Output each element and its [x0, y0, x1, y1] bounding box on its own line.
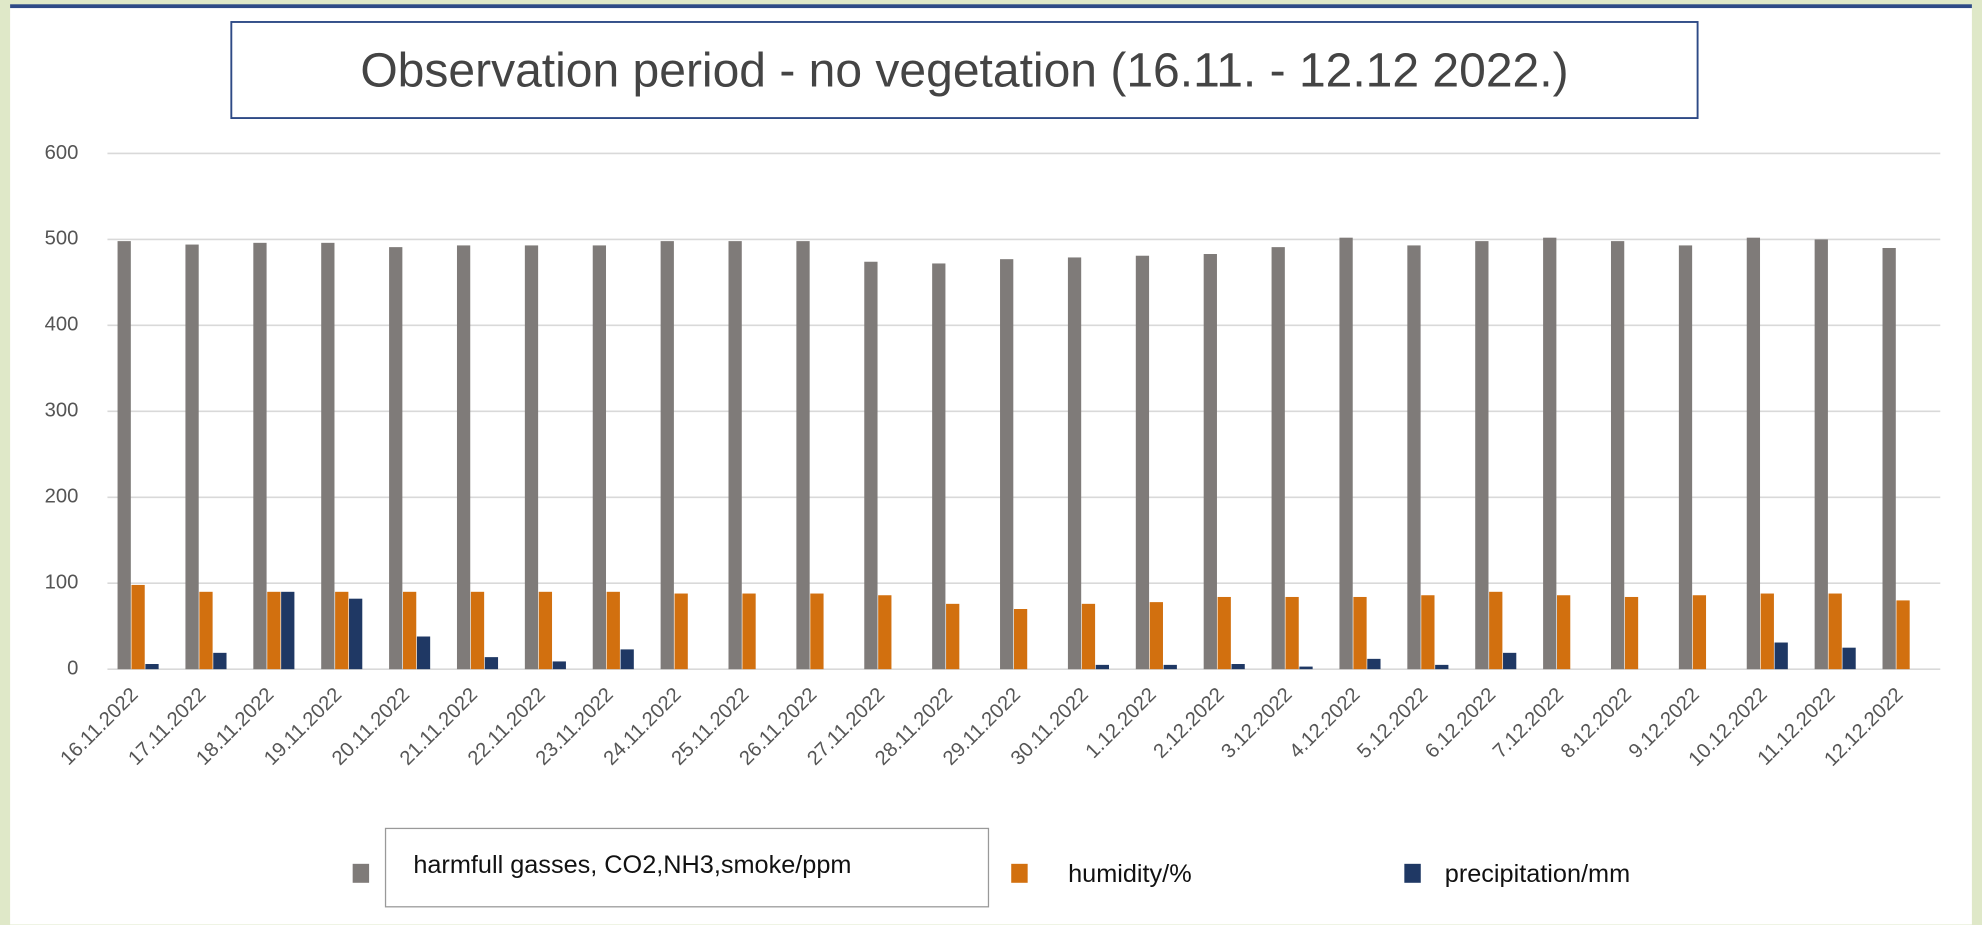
bar [1353, 596, 1367, 670]
bar [810, 593, 824, 670]
y-tick-label: 600 [45, 142, 79, 164]
top-rule [10, 4, 1972, 9]
bar [1435, 664, 1449, 670]
bar [524, 245, 539, 670]
bar [1067, 257, 1082, 670]
bar [402, 591, 417, 670]
bar [1217, 596, 1231, 670]
bar [1489, 591, 1503, 670]
bar [1285, 596, 1299, 670]
bar [1271, 247, 1285, 670]
bar [1624, 596, 1639, 670]
bar [1760, 593, 1774, 670]
bar [117, 241, 131, 670]
chart-title: Observation period - no vegetation (16.1… [360, 44, 1568, 97]
bar [1299, 666, 1313, 670]
bar [335, 591, 349, 670]
bar [1339, 237, 1353, 670]
y-tick-label: 500 [45, 228, 79, 250]
bar [1503, 652, 1517, 670]
y-tick-label: 0 [67, 658, 78, 680]
bar [620, 649, 634, 670]
legend-swatch [1011, 863, 1028, 883]
bar [1407, 245, 1421, 670]
bar [878, 595, 892, 670]
bar [1746, 237, 1761, 670]
bar [742, 593, 756, 670]
bar [1135, 255, 1150, 670]
legend-label: precipitation/mm [1445, 860, 1630, 888]
bar [796, 241, 810, 670]
bar [1814, 239, 1828, 670]
bar [1421, 595, 1435, 670]
bar [1203, 254, 1217, 670]
bar [145, 664, 159, 670]
bar [1774, 642, 1788, 670]
bar [538, 591, 553, 670]
bar [1610, 241, 1625, 670]
bar [1882, 247, 1896, 670]
bar [484, 657, 499, 670]
legend-label: harmfull gasses, CO2,NH3,smoke/ppm [413, 851, 851, 879]
title-box [230, 21, 1699, 119]
bar [946, 603, 960, 670]
bar [267, 591, 281, 670]
legend-swatch [1404, 863, 1421, 883]
bar [1678, 245, 1693, 670]
bar [1842, 647, 1856, 670]
bar [416, 636, 431, 670]
bar [253, 242, 267, 670]
bar [1475, 241, 1489, 670]
bar [864, 261, 878, 670]
bar [728, 241, 742, 670]
bar [606, 591, 620, 670]
bar [185, 244, 199, 670]
bar [1543, 237, 1557, 670]
bar [213, 652, 227, 670]
y-tick-label: 300 [45, 400, 79, 422]
bar [1828, 593, 1842, 670]
bar [552, 661, 566, 670]
bar [1557, 595, 1571, 670]
bar [674, 593, 688, 670]
bar [1367, 658, 1381, 670]
bar [592, 245, 607, 670]
bar [1163, 664, 1177, 670]
bar [1000, 259, 1014, 670]
bar [1149, 602, 1163, 670]
bar [1081, 603, 1096, 670]
bar [131, 584, 145, 670]
bar [932, 263, 946, 670]
bar [389, 247, 403, 670]
legend-label: humidity/% [1068, 860, 1192, 888]
bar [1231, 664, 1245, 670]
legend-swatch [352, 863, 370, 883]
y-tick-label: 200 [45, 486, 79, 508]
bar [1013, 609, 1028, 670]
chart-background [10, 5, 1972, 925]
bar [281, 591, 295, 670]
bar [199, 591, 213, 670]
bar [1896, 600, 1910, 670]
bar [456, 245, 471, 670]
bar [1692, 595, 1707, 670]
y-tick-label: 400 [45, 314, 79, 336]
legend-box [384, 827, 990, 908]
bar [470, 591, 485, 670]
bar [1095, 664, 1109, 670]
bar [321, 242, 335, 670]
bar [660, 241, 674, 670]
bar [349, 598, 363, 670]
y-tick-label: 100 [45, 572, 79, 594]
